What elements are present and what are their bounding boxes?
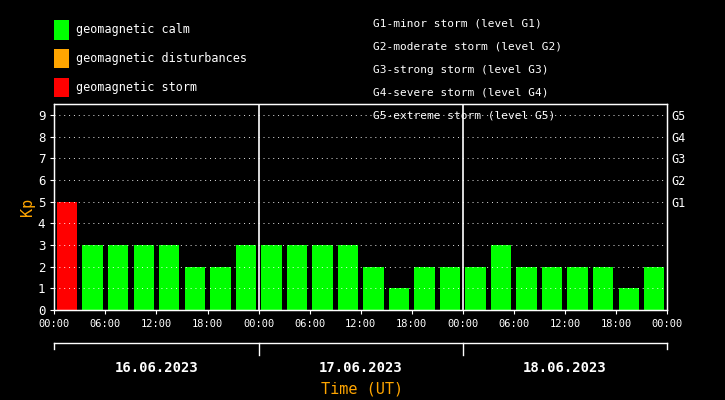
Text: 18.06.2023: 18.06.2023 <box>523 361 607 375</box>
Text: G4-severe storm (level G4): G4-severe storm (level G4) <box>373 88 549 98</box>
Text: geomagnetic calm: geomagnetic calm <box>76 24 190 36</box>
Bar <box>133 245 154 310</box>
Bar <box>516 267 536 310</box>
Bar <box>465 267 486 310</box>
Text: geomagnetic disturbances: geomagnetic disturbances <box>76 52 247 65</box>
Bar <box>389 288 409 310</box>
Text: G3-strong storm (level G3): G3-strong storm (level G3) <box>373 65 549 74</box>
Bar <box>57 202 78 310</box>
Bar <box>312 245 333 310</box>
Bar <box>363 267 384 310</box>
Text: G5-extreme storm (level G5): G5-extreme storm (level G5) <box>373 110 555 120</box>
Bar <box>491 245 511 310</box>
Text: geomagnetic storm: geomagnetic storm <box>76 81 197 94</box>
Bar <box>236 245 256 310</box>
Text: Time (UT): Time (UT) <box>321 381 404 396</box>
Bar <box>440 267 460 310</box>
Bar <box>210 267 231 310</box>
Bar <box>618 288 639 310</box>
Bar <box>644 267 664 310</box>
Bar <box>261 245 281 310</box>
Text: 16.06.2023: 16.06.2023 <box>115 361 199 375</box>
Bar <box>286 245 307 310</box>
Bar <box>568 267 588 310</box>
Bar <box>159 245 180 310</box>
Text: G1-minor storm (level G1): G1-minor storm (level G1) <box>373 19 542 29</box>
Bar <box>542 267 563 310</box>
Text: G2-moderate storm (level G2): G2-moderate storm (level G2) <box>373 42 563 52</box>
Bar <box>593 267 613 310</box>
Bar <box>414 267 435 310</box>
Bar <box>108 245 128 310</box>
Y-axis label: Kp: Kp <box>20 198 35 216</box>
Bar <box>83 245 103 310</box>
Bar <box>185 267 205 310</box>
Bar <box>338 245 358 310</box>
Text: 17.06.2023: 17.06.2023 <box>319 361 402 375</box>
